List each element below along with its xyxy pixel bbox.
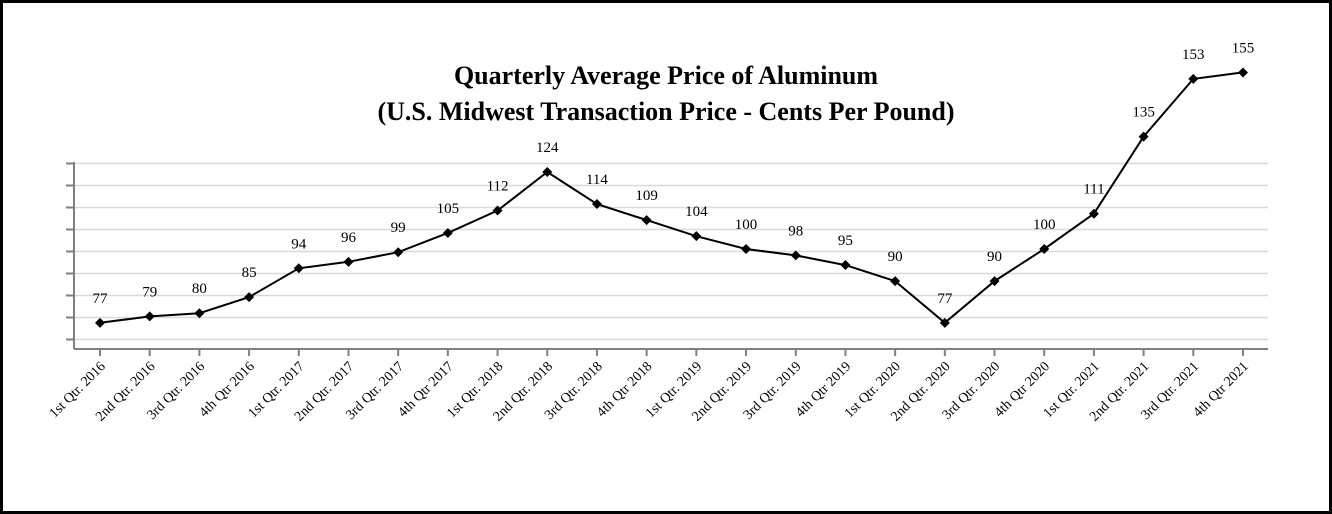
data-point-marker xyxy=(1039,244,1050,254)
data-label: 80 xyxy=(192,281,207,297)
chart-title: Quarterly Average Price of Aluminum xyxy=(453,61,879,90)
data-label: 111 xyxy=(1083,182,1104,198)
data-label: 77 xyxy=(93,291,109,307)
data-point-marker xyxy=(890,276,901,287)
data-point-marker xyxy=(293,263,304,274)
data-labels: 77 79 80 85 94 96 99 105 112 124 114 109 104 100 98 95 9… xyxy=(93,40,1255,306)
data-label: 96 xyxy=(341,230,357,246)
data-point-marker xyxy=(1138,131,1149,142)
data-point-marker xyxy=(1088,208,1099,219)
data-point-marker xyxy=(144,311,155,322)
data-label: 90 xyxy=(987,249,1002,265)
data-point-marker xyxy=(691,231,702,242)
data-point-marker xyxy=(989,276,1000,287)
data-label: 135 xyxy=(1132,105,1155,121)
data-label: 153 xyxy=(1182,47,1205,63)
gridlines xyxy=(74,162,1268,341)
data-point-marker xyxy=(1238,67,1248,78)
series-line xyxy=(99,71,1244,325)
data-label: 77 xyxy=(937,291,953,307)
data-point-marker xyxy=(641,215,652,226)
data-point-marker xyxy=(393,247,404,258)
data-label: 94 xyxy=(291,236,307,252)
series-polyline xyxy=(99,71,1244,325)
data-label: 95 xyxy=(838,233,853,249)
data-point-marker xyxy=(591,199,602,210)
data-label: 112 xyxy=(487,178,509,194)
data-point-marker xyxy=(492,205,503,216)
data-label: 104 xyxy=(685,204,708,220)
data-point-marker xyxy=(1188,73,1199,84)
data-point-marker xyxy=(95,317,105,328)
data-label: 90 xyxy=(888,249,903,265)
data-label: 109 xyxy=(635,188,658,204)
data-label: 105 xyxy=(437,201,460,217)
data-point-marker xyxy=(741,244,752,254)
data-label: 85 xyxy=(242,265,257,281)
data-point-marker xyxy=(840,260,851,271)
markers xyxy=(95,67,1248,328)
data-point-marker xyxy=(939,317,950,328)
data-point-marker xyxy=(442,227,453,238)
data-label: 100 xyxy=(1033,217,1056,233)
data-label: 114 xyxy=(586,172,608,188)
data-label: 100 xyxy=(735,217,758,233)
data-point-marker xyxy=(542,166,553,177)
data-label: 124 xyxy=(536,140,559,156)
data-point-marker xyxy=(194,308,205,319)
data-label: 79 xyxy=(142,284,157,300)
data-point-marker xyxy=(790,250,801,261)
data-label: 155 xyxy=(1232,40,1255,56)
axes xyxy=(66,162,1268,356)
chart-subtitle: (U.S. Midwest Transaction Price - Cents … xyxy=(377,97,955,126)
data-label: 99 xyxy=(391,220,406,236)
data-label: 98 xyxy=(788,223,803,239)
data-point-marker xyxy=(244,292,255,303)
data-point-marker xyxy=(343,256,354,267)
